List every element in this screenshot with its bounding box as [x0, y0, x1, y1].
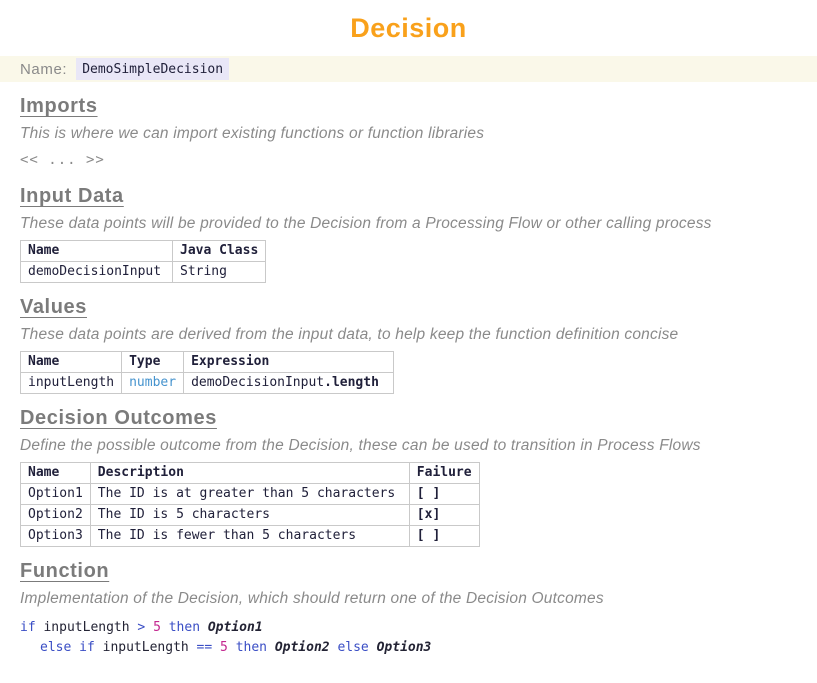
input-data-description: These data points will be provided to th…	[20, 215, 712, 232]
column-header: Failure	[408, 462, 480, 484]
section-function: Function Implementation of the Decision,…	[20, 560, 797, 658]
table-cell: The ID is at greater than 5 characters	[89, 483, 410, 505]
table-cell: demoDecisionInput.length	[183, 372, 395, 394]
section-values: Values These data points are derived fro…	[19, 296, 797, 394]
section-imports: Imports This is where we can import exis…	[20, 95, 797, 168]
table-cell: Option1	[20, 483, 91, 505]
values-heading: Values	[20, 296, 87, 318]
document-body: Imports This is where we can import exis…	[0, 95, 817, 658]
table-cell: number	[121, 372, 185, 394]
decision-name-field[interactable]: DemoSimpleDecision	[76, 58, 230, 80]
name-label: Name:	[20, 60, 68, 78]
decision-outcomes-heading: Decision Outcomes	[20, 407, 217, 429]
decision-outcomes-table: Name Description Failure Option1 The ID is a…	[20, 462, 480, 547]
table-header-row: Name Description Failure	[20, 462, 480, 484]
name-bar: Name: DemoSimpleDecision	[0, 56, 817, 82]
table-row: Option3 The ID is fewer than 5 characters…	[20, 525, 480, 547]
section-input-data: Input Data These data points will be pro…	[20, 185, 797, 283]
table-cell: [ ]	[408, 483, 480, 505]
imports-placeholder: << ... >>	[20, 152, 105, 168]
table-cell: Option2	[20, 504, 91, 526]
column-header: Name	[20, 240, 173, 262]
values-description: These data points are derived from the i…	[20, 326, 679, 343]
function-heading: Function	[20, 560, 110, 582]
section-decision-outcomes: Decision Outcomes Define the possible ou…	[20, 407, 797, 547]
table-cell: String	[171, 261, 267, 283]
table-row: inputLength number demoDecisionInput.lengt…	[19, 372, 395, 394]
input-data-table: Name Java Class demoDecisionInput String	[20, 240, 267, 283]
column-header: Expression	[183, 351, 395, 373]
table-row: demoDecisionInput String	[20, 261, 267, 283]
table-cell: demoDecisionInput	[20, 261, 173, 283]
table-cell: [x]	[408, 504, 480, 526]
page-title: Decision	[350, 13, 467, 43]
input-data-heading: Input Data	[20, 185, 124, 207]
table-cell: [ ]	[408, 525, 480, 547]
column-header: Description	[89, 462, 410, 484]
function-code: if inputLength > 5 then Option1 else if i…	[20, 618, 797, 658]
table-cell: inputLength	[19, 372, 123, 394]
code-line: else if inputLength == 5 then Option2 el…	[40, 640, 432, 655]
table-cell: The ID is fewer than 5 characters	[89, 525, 410, 547]
column-header: Java Class	[171, 240, 267, 262]
values-table: Name Type Expression inputLength number demoD…	[19, 351, 395, 394]
imports-description: This is where we can import existing fun…	[20, 125, 485, 142]
column-header: Type	[121, 351, 185, 373]
decision-document: Decision Name: DemoSimpleDecision Import…	[0, 13, 817, 658]
function-description: Implementation of the Decision, which sh…	[20, 590, 604, 607]
imports-heading: Imports	[20, 95, 98, 117]
decision-outcomes-description: Define the possible outcome from the Dec…	[20, 437, 701, 454]
table-header-row: Name Java Class	[20, 240, 267, 262]
table-row: Option2 The ID is 5 characters [x]	[20, 504, 480, 526]
column-header: Name	[19, 351, 123, 373]
column-header: Name	[20, 462, 91, 484]
table-row: Option1 The ID is at greater than 5 chara…	[20, 483, 480, 505]
code-line: if inputLength > 5 then Option1	[20, 620, 263, 635]
table-cell: Option3	[20, 525, 91, 547]
table-header-row: Name Type Expression	[19, 351, 395, 373]
table-cell: The ID is 5 characters	[89, 504, 410, 526]
